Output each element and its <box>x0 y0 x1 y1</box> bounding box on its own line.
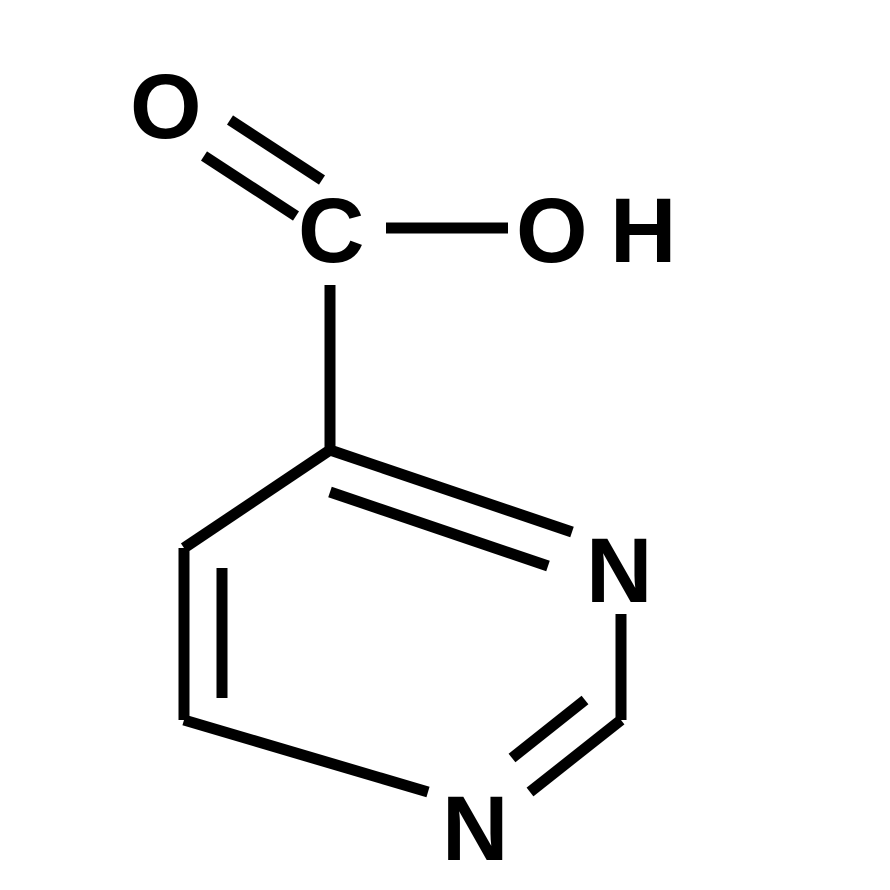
atom-h-hydroxyl: H <box>610 180 676 282</box>
atom-o-carbonyl: O <box>130 56 202 158</box>
atom-n2: N <box>442 778 508 880</box>
bond-br-n2-inner <box>512 700 585 758</box>
bond-c-o-double-2 <box>230 120 322 180</box>
atom-c-carboxyl: C <box>298 180 364 282</box>
bond-ring-top-n1-inner <box>330 492 548 566</box>
bond-ring-top-n1-outer <box>330 450 572 532</box>
atom-n1: N <box>586 520 652 622</box>
bond-c-o-double-1 <box>204 156 296 216</box>
molecule-diagram: O C O H N N <box>0 0 890 890</box>
bond-n2-bl <box>184 720 428 792</box>
atom-o-hydroxyl: O <box>516 180 588 282</box>
bond-tl-top <box>184 450 330 548</box>
